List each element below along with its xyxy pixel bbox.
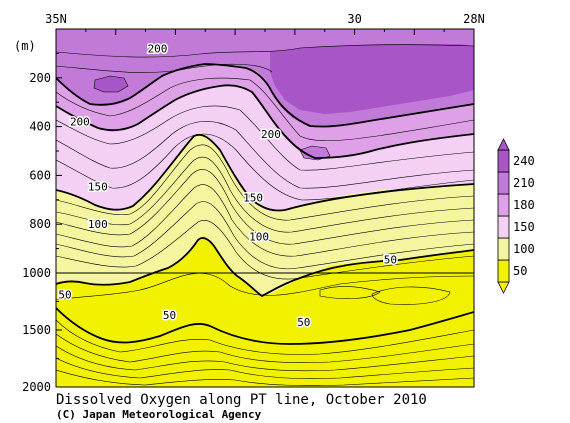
contour-label: 150 bbox=[243, 191, 263, 204]
contour-line bbox=[56, 133, 474, 201]
y-tick-label: 1500 bbox=[22, 323, 51, 337]
contour-line bbox=[299, 145, 331, 161]
colorbar-arrow-high bbox=[497, 138, 510, 151]
colorbar-swatch bbox=[497, 259, 510, 283]
contour-line bbox=[56, 63, 273, 73]
credit-text: (C) Japan Meteorological Agency bbox=[56, 408, 262, 421]
colorbar-swatch bbox=[497, 171, 510, 195]
depth-unit-label: (m) bbox=[14, 39, 36, 53]
y-tick-label: 400 bbox=[29, 120, 51, 134]
y-tick-label: 800 bbox=[29, 217, 51, 231]
y-tick-label: 200 bbox=[29, 71, 51, 85]
contour-line-150 bbox=[56, 84, 474, 159]
patch-180-210-deep bbox=[300, 146, 330, 160]
colorbar-arrow-low bbox=[497, 281, 510, 294]
contour-label: 100 bbox=[249, 230, 269, 243]
contour-line bbox=[56, 357, 474, 380]
colorbar-swatch bbox=[497, 193, 510, 217]
oxygen-color-field bbox=[56, 29, 474, 387]
contour-line-50-upper bbox=[56, 237, 474, 298]
contour-line bbox=[56, 333, 474, 363]
contour-label: 50 bbox=[384, 254, 397, 267]
colorbar-swatch bbox=[497, 237, 510, 261]
contour-line bbox=[371, 286, 451, 305]
colorbar-swatch bbox=[497, 149, 510, 173]
colorbar-label: 50 bbox=[513, 264, 527, 278]
contour-line bbox=[56, 273, 474, 301]
contour-label: 50 bbox=[58, 289, 71, 302]
x-tick-label: 28N bbox=[463, 12, 485, 26]
contour-line bbox=[56, 169, 474, 245]
contour-line bbox=[56, 105, 474, 171]
contour-line bbox=[319, 286, 381, 299]
contour-label: 50 bbox=[163, 309, 176, 322]
contour-label: 100 bbox=[88, 218, 108, 231]
contour-line bbox=[56, 156, 474, 233]
y-axis: 200 400 600 800 1000 1500 2000 bbox=[22, 52, 62, 394]
contour-line bbox=[56, 369, 474, 386]
x-axis: 35N 30 28N bbox=[45, 12, 485, 35]
band-210-240 bbox=[270, 44, 474, 114]
contour-line-100 bbox=[56, 133, 474, 212]
contour-labels: 200 200 200 150 150 100 100 50 50 50 50 bbox=[57, 41, 399, 330]
colorbar-label: 210 bbox=[513, 176, 535, 190]
contour-label: 200 bbox=[261, 128, 281, 141]
contour-line-200 bbox=[56, 63, 474, 128]
chart-title: Dissolved Oxygen along PT line, October … bbox=[56, 392, 427, 408]
contour-line bbox=[56, 345, 474, 372]
contour-line bbox=[56, 220, 474, 280]
contour-line bbox=[56, 184, 474, 257]
x-tick-label: 30 bbox=[347, 12, 361, 26]
colorbar-label: 150 bbox=[513, 220, 535, 234]
colorbar-label: 100 bbox=[513, 242, 535, 256]
contour-label: 50 bbox=[297, 316, 310, 329]
colorbar-label: 180 bbox=[513, 198, 535, 212]
contour-line bbox=[56, 44, 474, 58]
contour-line bbox=[56, 319, 474, 355]
contour-line bbox=[56, 77, 474, 141]
contour-label: 200 bbox=[148, 43, 168, 56]
contour-line-50-lower bbox=[56, 307, 474, 345]
colorbar: 50 100 150 180 210 240 bbox=[497, 138, 535, 294]
patch-210-240-west bbox=[94, 76, 128, 92]
contour-line bbox=[56, 120, 474, 189]
contour-lines bbox=[56, 44, 474, 386]
contour-label: 200 bbox=[70, 116, 90, 129]
y-tick-label: 600 bbox=[29, 168, 51, 182]
y-tick-label: 2000 bbox=[22, 380, 51, 394]
contour-label: 150 bbox=[88, 180, 108, 193]
colorbar-label: 240 bbox=[513, 154, 535, 168]
x-tick-label: 35N bbox=[45, 12, 67, 26]
contour-line bbox=[56, 201, 474, 270]
colorbar-swatch bbox=[497, 215, 510, 239]
contour-line bbox=[93, 75, 129, 93]
contour-line bbox=[56, 144, 474, 221]
y-tick-label: 1000 bbox=[22, 266, 51, 280]
